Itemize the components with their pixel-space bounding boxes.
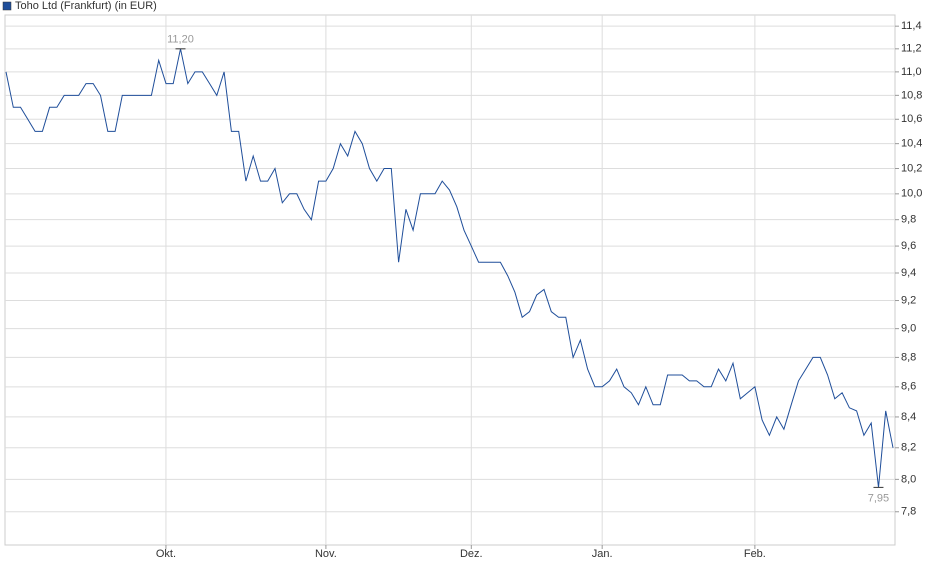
y-tick-label: 8,2 bbox=[901, 442, 916, 454]
plot-area bbox=[4, 14, 896, 546]
y-tick-label: 9,4 bbox=[901, 267, 916, 279]
price-line bbox=[5, 48, 894, 488]
y-tick-label: 10,8 bbox=[901, 89, 922, 101]
x-tick-label: Dez. bbox=[460, 548, 483, 560]
y-tick-label: 9,6 bbox=[901, 240, 916, 252]
y-tick-label: 9,8 bbox=[901, 214, 916, 226]
y-tick-label: 7,8 bbox=[901, 506, 916, 518]
legend-swatch bbox=[2, 1, 12, 11]
legend-label: Toho Ltd (Frankfurt) (in EUR) bbox=[15, 0, 157, 12]
y-tick-label: 8,6 bbox=[901, 381, 916, 393]
y-tick-label: 10,4 bbox=[901, 138, 922, 150]
y-tick-label: 8,0 bbox=[901, 473, 916, 485]
y-tick-label: 8,4 bbox=[901, 411, 916, 423]
y-tick-label: 8,8 bbox=[901, 351, 916, 363]
y-tick-label: 10,6 bbox=[901, 113, 922, 125]
x-tick-label: Jan. bbox=[592, 548, 613, 560]
x-tick-label: Nov. bbox=[315, 548, 337, 560]
y-tick-label: 11,0 bbox=[901, 66, 922, 78]
x-tick-label: Feb. bbox=[744, 548, 766, 560]
value-label: 7,95 bbox=[868, 492, 889, 504]
y-tick-label: 10,0 bbox=[901, 188, 922, 200]
value-label: 11,20 bbox=[167, 34, 194, 46]
y-tick-label: 9,2 bbox=[901, 294, 916, 306]
x-tick-label: Okt. bbox=[156, 548, 176, 560]
y-tick-label: 10,2 bbox=[901, 162, 922, 174]
y-tick-label: 9,0 bbox=[901, 323, 916, 335]
y-tick-label: 11,2 bbox=[901, 43, 922, 55]
y-tick-label: 11,4 bbox=[901, 20, 922, 32]
